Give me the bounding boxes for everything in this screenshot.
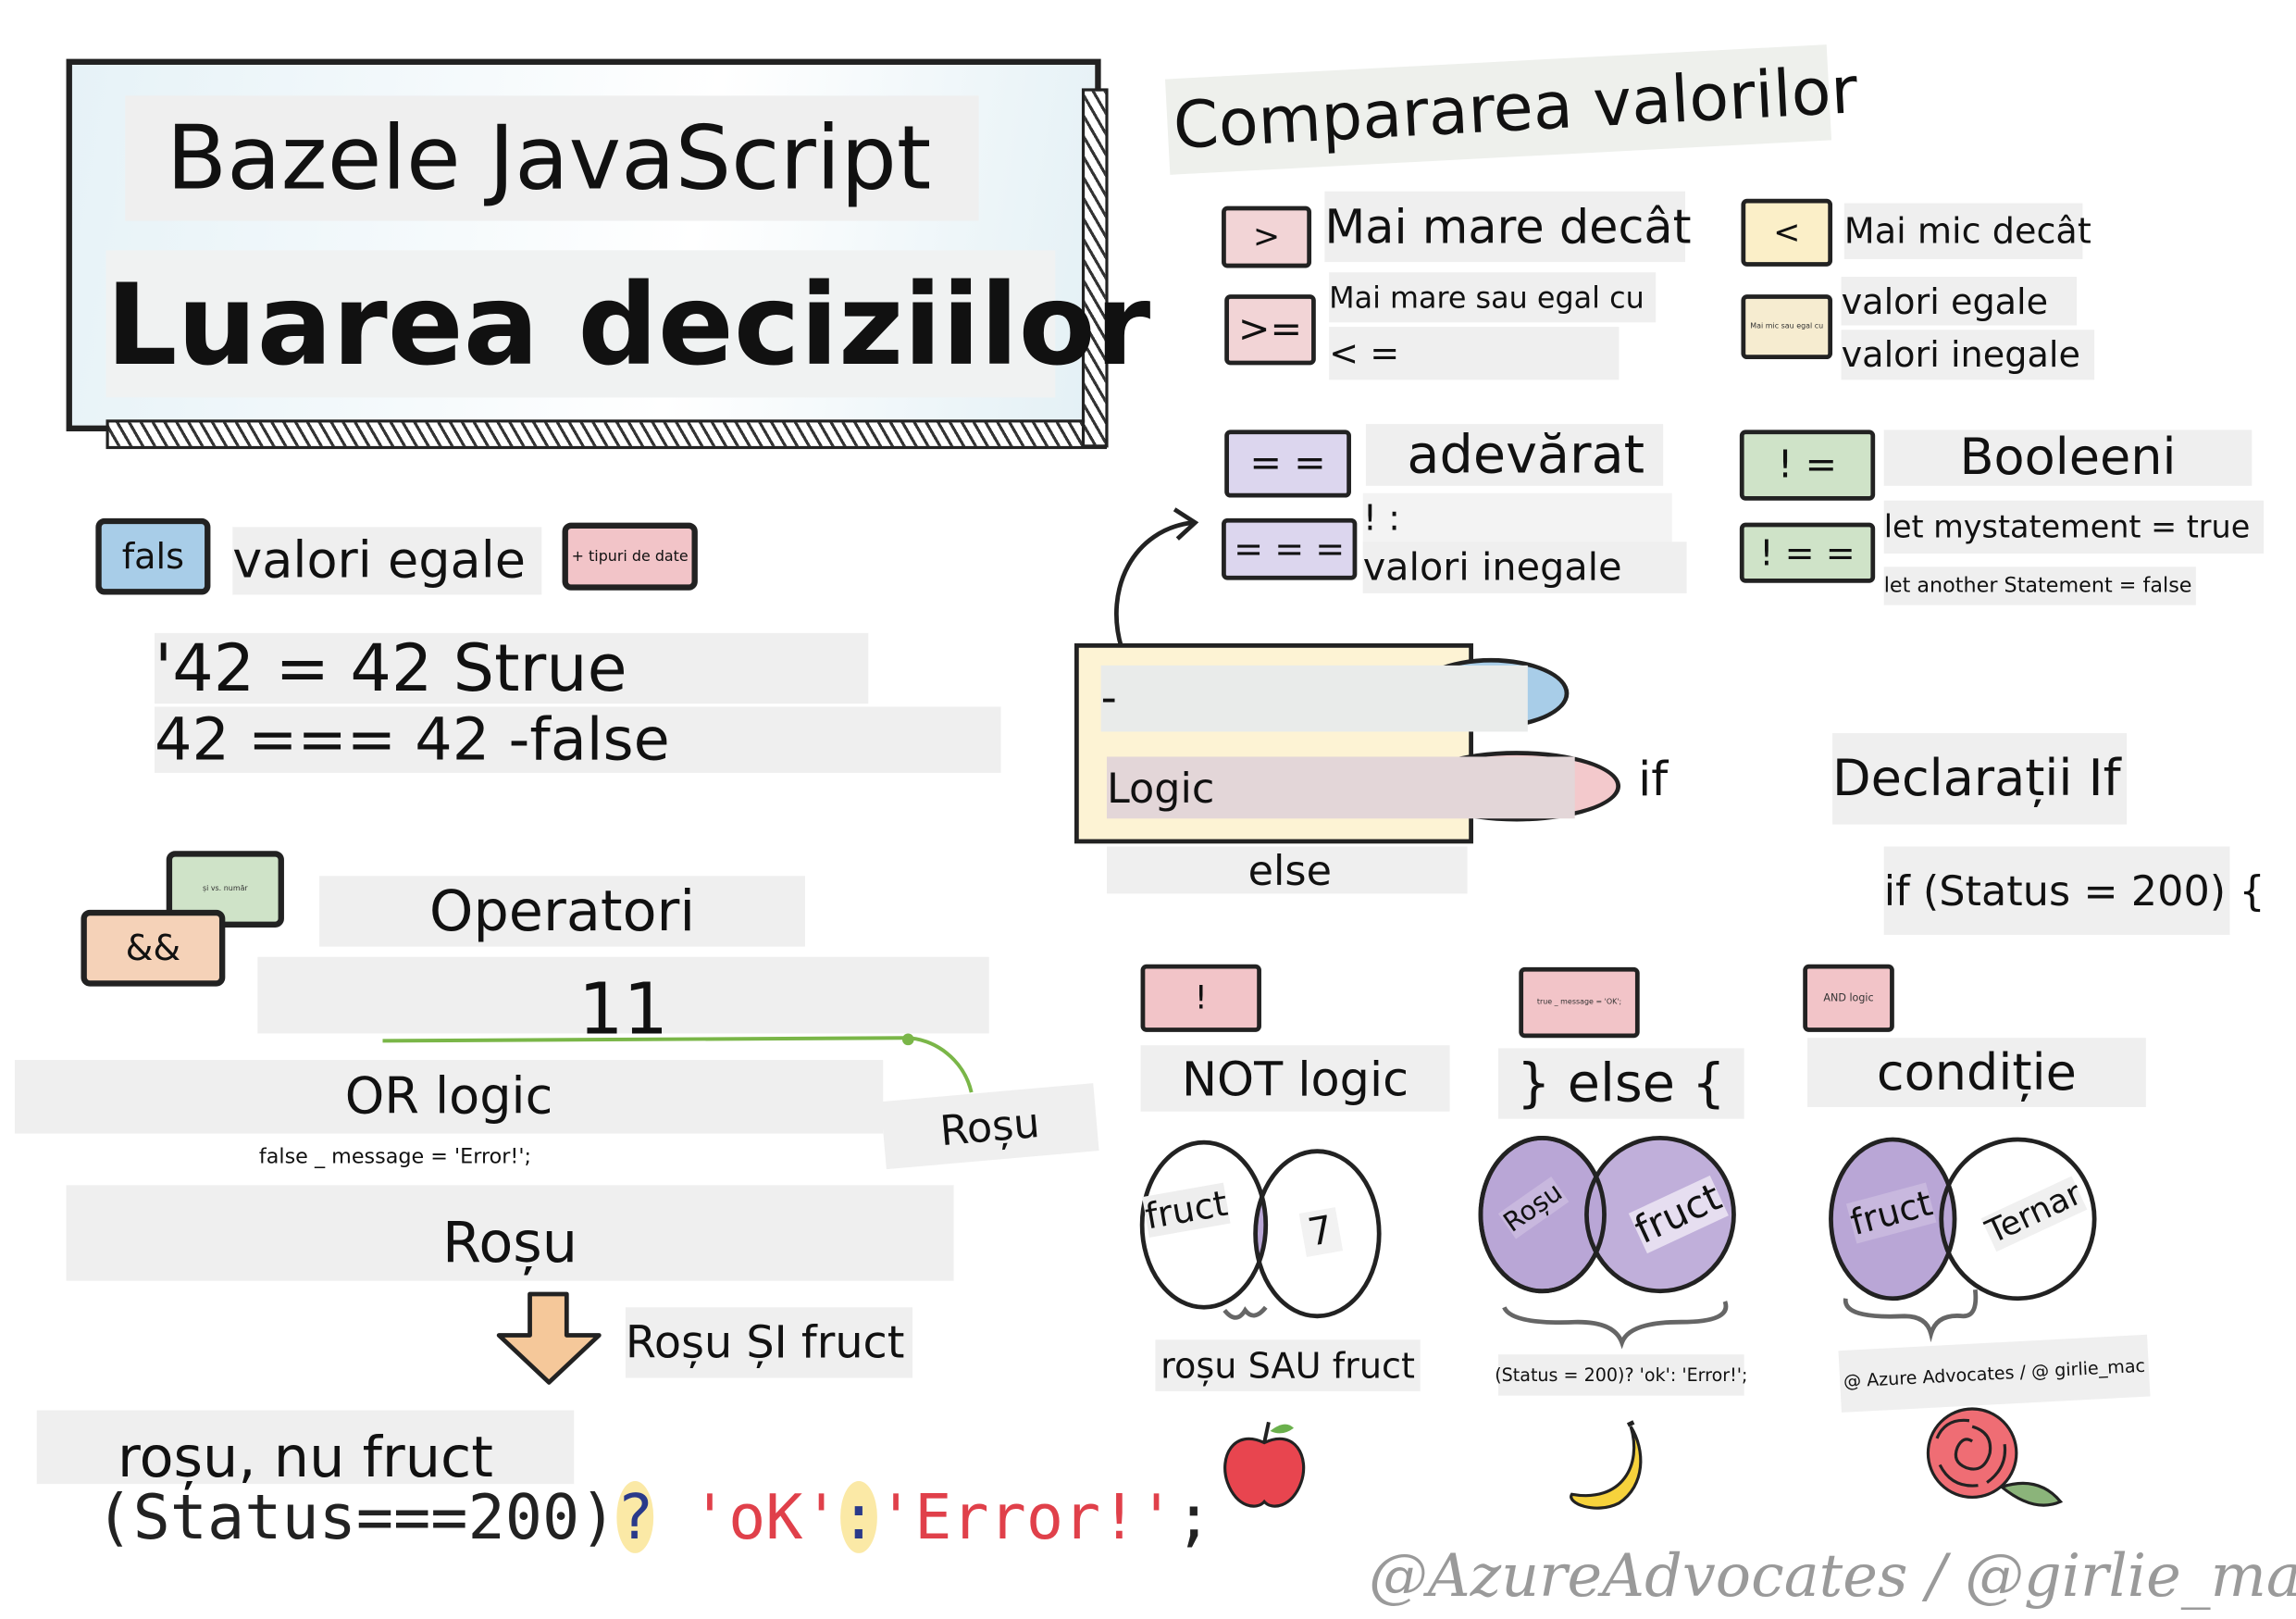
logic-label: Logic [1106, 756, 1575, 819]
example-strict: 42 === 42 -false [154, 706, 1001, 774]
strict-eq-label: valori inegale [1362, 542, 1687, 593]
or-symbol: 11 [257, 956, 989, 1052]
logic-dash: - [1100, 665, 1528, 732]
boolean-line2: let another Statement = false [1883, 567, 2196, 605]
venn-circle-right [1939, 1137, 2097, 1301]
else-block-label: } else { [1498, 1048, 1744, 1119]
lt-symbol-box: < [1741, 198, 1833, 267]
neq-symbol-box: ! = [1739, 430, 1876, 501]
types-bubble: + tipuri de date [562, 522, 698, 591]
rosu-label: Roșu [66, 1185, 954, 1281]
title-line2: Luarea deciziilor [105, 250, 1150, 398]
venn-not-right: 7 [1298, 1207, 1343, 1258]
and-logic-box: AND logic [1803, 964, 1894, 1032]
ternary-question: ? [616, 1480, 654, 1553]
gte-sub: < = [1329, 327, 1620, 380]
apple-icon [1223, 1421, 1306, 1508]
ternary-ok: 'oK' [690, 1480, 840, 1553]
equal-values-label: valori egale [232, 527, 542, 595]
example-loose: '42 = 42 Strue [154, 630, 869, 706]
rose-icon [1926, 1407, 2064, 1507]
gte-label: Mai mare sau egal cu [1329, 272, 1657, 323]
strict-eq-label-top: ! : [1362, 492, 1672, 543]
gt-symbol-box: > [1222, 205, 1312, 268]
not-logic-label: NOT logic [1140, 1045, 1450, 1112]
operators-heading: Operatori [319, 876, 805, 947]
ternary-code: (Status===200)? 'oK':'Error!'; [95, 1480, 1212, 1553]
ternary-condition: (Status===200) [95, 1480, 617, 1553]
ternary-error: 'Error!' [876, 1480, 1175, 1553]
or-logic-label: OR logic [14, 1060, 884, 1134]
green-bubble-text: și vs. număr [202, 884, 248, 894]
venn-or-caption: (Status = 200)? 'ok': 'Error!'; [1495, 1354, 1747, 1396]
venn-not-caption: roșu SAU fruct [1155, 1339, 1421, 1391]
banana-icon [1570, 1420, 1643, 1510]
if-heading: Declarații If [1832, 733, 2128, 825]
title-line1: Bazele JavaScript [125, 95, 979, 221]
eq-symbol-box: = = [1224, 430, 1351, 498]
strict-neq-symbol: ! = = [1759, 531, 1855, 574]
gt-label: Mai mare decât [1324, 191, 1692, 263]
ternary-semicolon: ; [1174, 1480, 1212, 1553]
curved-arrow-icon [1114, 507, 1199, 649]
green-bubble: și vs. număr [166, 851, 284, 928]
venn-circle-left [1139, 1140, 1269, 1310]
if-code: if (Status = 200) { [1883, 846, 2265, 935]
eq-label: adevărat [1365, 424, 1664, 486]
lt-label: Mai mic decât [1843, 203, 2091, 259]
neq-label: Booleeni [1883, 429, 2253, 487]
condition-label: condiție [1807, 1038, 2146, 1107]
fals-bubble: fals [95, 517, 211, 595]
boolean-line1: let mystatement = true [1883, 500, 2265, 554]
title-hatch [105, 419, 1107, 450]
false-message: false _ message = 'Error!'; [258, 1145, 531, 1169]
venn-ternary-caption: @ Azure Advocates / @ girlie_mac [1838, 1334, 2151, 1413]
strict-neq-symbol-box: ! = = [1739, 522, 1876, 583]
if-keyword: if [1638, 751, 1669, 807]
else-keyword: else [1106, 846, 1468, 894]
signature: @AzureAdvocates / @girlie_mac [1369, 1542, 2296, 1611]
lte-label2: valori inegale [1841, 330, 2095, 380]
rosu-nu-fruct: roșu, nu fruct [36, 1410, 575, 1489]
ok-message-box: true _ message = 'OK'; [1519, 966, 1640, 1039]
lte-symbol-box: Mai mic sau egal cu [1741, 294, 1833, 360]
down-arrow-icon [496, 1291, 602, 1385]
title-hatch-side [1081, 88, 1109, 448]
venn-not [1139, 1140, 1382, 1320]
venn-circle-right [1253, 1149, 1382, 1319]
strict-eq-symbol-box: = = = [1222, 517, 1358, 580]
rosu-si-fruct: Roșu ȘI fruct [625, 1307, 913, 1378]
not-box: ! [1140, 964, 1261, 1032]
lte-label1: valori egale [1841, 276, 2078, 326]
and-bubble: && [81, 909, 226, 987]
ternary-colon: : [839, 1480, 877, 1553]
green-connector-line [382, 1033, 974, 1093]
gte-symbol-box: >= [1224, 294, 1316, 366]
comparison-heading: Compararea valorilor [1164, 44, 1859, 175]
